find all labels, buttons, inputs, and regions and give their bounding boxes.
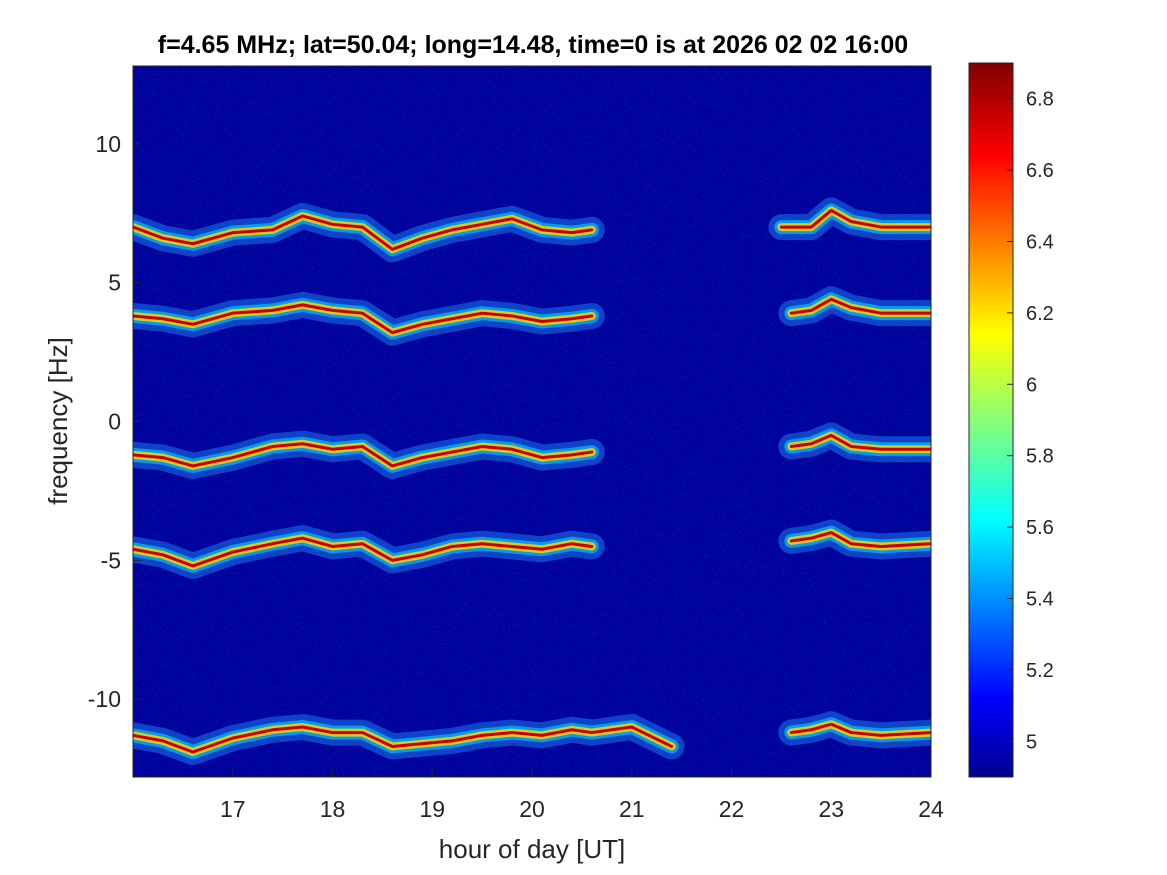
y-tick-label: -10 — [88, 686, 121, 712]
x-tick-label: 19 — [419, 796, 445, 822]
x-tick-label: 17 — [220, 796, 246, 822]
colorbar-tick-label: 5 — [1026, 731, 1037, 753]
plot-area — [132, 65, 932, 778]
colorbar-tick-label: 5.2 — [1026, 660, 1054, 682]
y-tick-label: 5 — [108, 270, 121, 296]
y-tick-label: -5 — [101, 547, 121, 573]
colorbar: 5 5.2 5.4 5.6 5.8 6 6.2 6.4 6.6 6.8 — [968, 62, 1054, 778]
trace-core — [789, 531, 931, 548]
x-tick-label: 20 — [519, 796, 545, 822]
chart-title: f=4.65 MHz; lat=50.04; long=14.48, time=… — [158, 31, 908, 59]
x-tick-label: 24 — [918, 796, 944, 822]
colorbar-ticks: 5 5.2 5.4 5.6 5.8 6 6.2 6.4 6.6 6.8 — [1007, 89, 1054, 753]
trace-core — [133, 303, 594, 335]
colorbar-tick-label: 6.6 — [1026, 160, 1054, 182]
x-axis-ticks: 17 18 19 20 21 22 23 24 — [220, 769, 944, 822]
colorbar-tick-label: 5.8 — [1026, 446, 1054, 468]
colorbar-tick-label: 6.4 — [1026, 232, 1054, 254]
trace-core — [789, 433, 931, 451]
spectral-traces — [133, 197, 931, 766]
colorbar-tick-label: 6.8 — [1026, 89, 1054, 111]
trace-core — [133, 725, 674, 754]
trace-core — [133, 442, 594, 468]
trace-core — [789, 297, 931, 315]
x-tick-label: 23 — [818, 796, 844, 822]
x-tick-label: 18 — [320, 796, 346, 822]
y-axis-ticks: -10 -5 0 5 10 — [88, 131, 141, 712]
x-tick-label: 21 — [619, 796, 645, 822]
trace-core — [789, 722, 931, 737]
y-tick-label: 0 — [108, 409, 121, 435]
y-tick-label: 10 — [95, 131, 121, 157]
x-tick-label: 22 — [719, 796, 745, 822]
x-axis-label: hour of day [UT] — [439, 834, 625, 864]
colorbar-tick-label: 5.4 — [1026, 589, 1054, 611]
colorbar-gradient — [968, 62, 1014, 778]
trace-core — [133, 536, 594, 568]
colorbar-tick-label: 6 — [1026, 374, 1037, 396]
trace-core — [779, 208, 931, 229]
y-axis-label: frequency [Hz] — [43, 337, 73, 505]
noise-texture — [133, 66, 931, 777]
colorbar-tick-label: 6.2 — [1026, 303, 1054, 325]
colorbar-tick-label: 5.6 — [1026, 517, 1054, 539]
trace-core — [133, 214, 594, 251]
